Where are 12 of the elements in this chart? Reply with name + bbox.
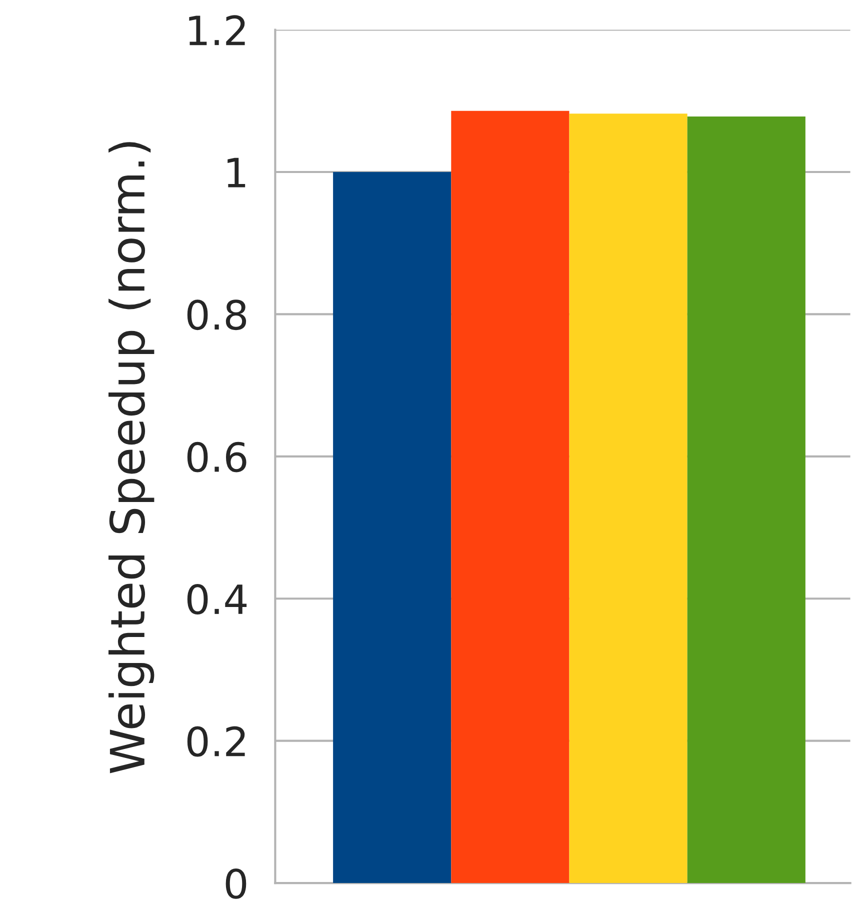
y-tick-label: 0.2 <box>187 726 245 757</box>
y-tick-label: 0 <box>226 868 246 899</box>
y-tick-label: 0.4 <box>187 584 247 614</box>
bar <box>687 116 806 884</box>
y-tick-label: 0.6 <box>187 442 246 472</box>
bar <box>569 114 688 884</box>
bar <box>333 172 452 884</box>
bar <box>451 110 570 884</box>
y-tick-label: 1 <box>228 158 246 188</box>
y-tick-label: 0.8 <box>187 300 246 330</box>
y-tick-label: 1.2 <box>189 15 245 46</box>
y-axis-title: Weighted Speedup (norm.) <box>108 142 154 774</box>
